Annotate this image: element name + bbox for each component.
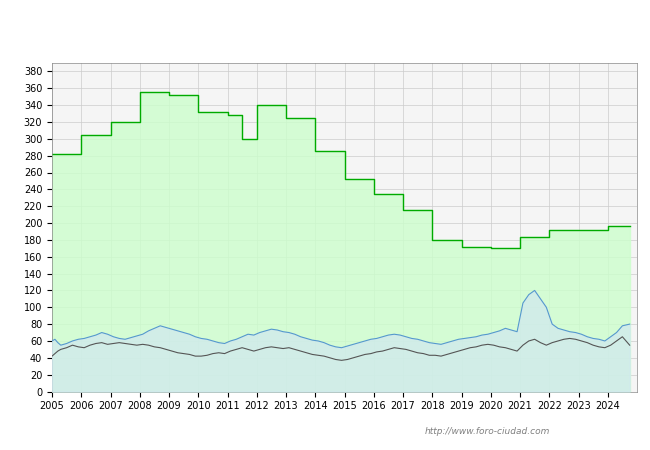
Text: http://www.foro-ciudad.com: http://www.foro-ciudad.com bbox=[425, 428, 550, 436]
Text: Zarra - Evolucion de la poblacion en edad de Trabajar Septiembre de 2024: Zarra - Evolucion de la poblacion en eda… bbox=[46, 21, 604, 33]
